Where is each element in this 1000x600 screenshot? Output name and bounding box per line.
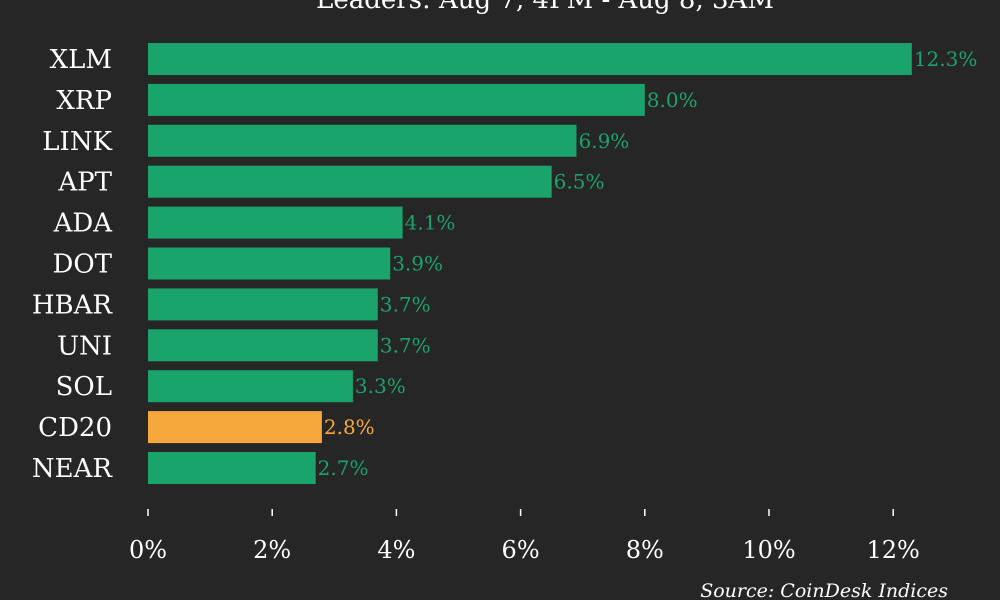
x-tick-label: 8% — [626, 536, 664, 564]
category-label: XRP — [56, 86, 112, 116]
category-label: CD20 — [38, 413, 112, 443]
bar-sol — [148, 370, 353, 403]
category-label: LINK — [42, 127, 112, 157]
source-note: Source: CoinDesk Indices — [700, 580, 948, 600]
category-label: SOL — [56, 372, 112, 402]
bar-uni — [148, 329, 378, 362]
category-label: NEAR — [32, 454, 114, 484]
value-label: 8.0% — [647, 88, 698, 112]
category-label: HBAR — [32, 290, 114, 320]
value-label: 6.5% — [554, 170, 605, 194]
value-label: 6.9% — [578, 129, 629, 153]
x-tick-label: 2% — [253, 536, 291, 564]
x-tick-label: 10% — [742, 536, 795, 564]
chart-title: Leaders: Aug 7, 4PM - Aug 8, 3AM — [316, 0, 774, 15]
bar-dot — [148, 247, 391, 280]
category-label: XLM — [50, 45, 112, 75]
x-tick-label: 0% — [129, 536, 167, 564]
bar-near — [148, 452, 316, 484]
value-label: 2.7% — [318, 456, 369, 480]
bars-layer: XLM 12.3% XRP 8.0% LINK 6.9% APT 6.5% ADA 4.1% DOT… — [32, 43, 978, 484]
value-label: 4.1% — [405, 211, 456, 235]
value-label: 2.8% — [324, 415, 375, 439]
value-label: 3.7% — [380, 333, 431, 357]
category-label: APT — [57, 168, 112, 198]
category-label: UNI — [57, 331, 112, 361]
x-tick-label: 4% — [377, 536, 415, 564]
bar-apt — [148, 165, 552, 198]
bar-link — [148, 124, 577, 157]
bar-xlm — [148, 43, 912, 75]
value-label: 12.3% — [914, 47, 978, 71]
category-label: DOT — [52, 250, 112, 280]
x-tick-label: 12% — [867, 536, 920, 564]
value-label: 3.3% — [355, 374, 406, 398]
x-axis: 0% 2% 4% 6% 8% 10% 12% — [129, 509, 920, 564]
x-tick-label: 6% — [502, 536, 540, 564]
bar-cd20 — [148, 411, 322, 444]
category-label: ADA — [53, 209, 114, 239]
value-label: 3.7% — [380, 292, 431, 316]
bar-hbar — [148, 288, 378, 321]
value-label: 3.9% — [392, 252, 443, 276]
bar-xrp — [148, 83, 645, 116]
bar-ada — [148, 206, 403, 239]
